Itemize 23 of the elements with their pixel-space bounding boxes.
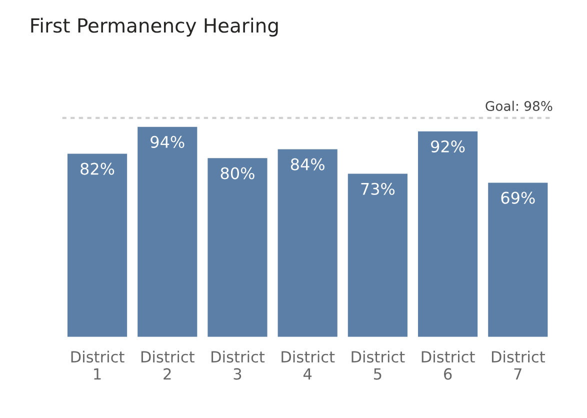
- ref-line-label: Goal: 98%: [486, 100, 552, 112]
- data-label: 73%: [361, 182, 395, 195]
- bar: [208, 158, 268, 337]
- x-tick-label: District 7: [492, 350, 545, 380]
- x-tick-label: District 4: [282, 350, 335, 380]
- bar: [138, 126, 198, 337]
- bar: [348, 174, 408, 337]
- x-tick-label: District 5: [352, 350, 405, 380]
- data-label: 94%: [150, 136, 184, 148]
- data-label: 82%: [80, 162, 114, 175]
- bar: [418, 131, 478, 337]
- x-tick-label: District 6: [422, 350, 475, 380]
- data-label: 92%: [431, 140, 465, 152]
- data-label: 84%: [290, 158, 324, 170]
- data-label: 80%: [220, 167, 254, 180]
- x-tick-label: District 3: [212, 350, 265, 380]
- x-tick-label: District 2: [141, 350, 194, 380]
- bar: [488, 182, 548, 337]
- x-tick-label: District 1: [71, 350, 124, 380]
- bar: [67, 154, 128, 337]
- chart-title: First Permanency Hearing: [31, 18, 278, 37]
- data-label: 69%: [501, 192, 535, 204]
- bar: [278, 149, 338, 337]
